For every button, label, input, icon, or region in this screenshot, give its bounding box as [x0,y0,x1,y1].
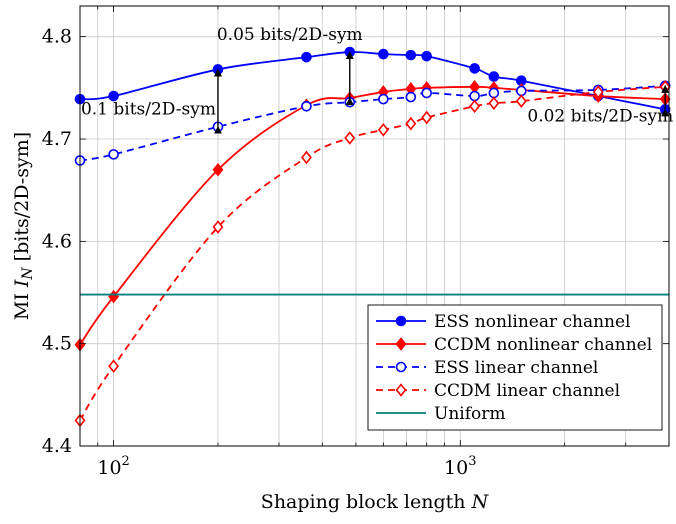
data-point [344,96,356,108]
data-point [469,80,481,94]
annotation-label: 0.02 bits/2D-sym [527,106,673,126]
data-point [469,99,481,114]
y-tick-label: 4.7 [42,128,72,150]
data-point [212,220,224,234]
data-point [344,131,356,145]
legend-entry: ESS nonlinear channel [376,312,631,332]
legend-label: ESS nonlinear channel [434,312,631,332]
annotation-label: 0.05 bits/2D-sym [217,25,363,45]
x-tick-label: 103 [444,454,476,479]
data-point [405,116,417,131]
x-axis-label: Shaping block length N [261,491,490,513]
data-point [488,71,500,82]
y-axis-label: MI IN [bits/2D-sym] [11,132,36,320]
data-point [395,337,407,351]
annotation-layer: 0.05 bits/2D-sym 0.1 bits/2D-sym 0.02 bits… [81,25,673,134]
data-point [488,96,500,110]
legend-entry: ESS linear channel [376,358,598,378]
data-point [405,49,417,61]
data-point [378,48,389,60]
legend-entry: CCDM linear channel [376,381,620,401]
data-point [488,87,500,99]
data-point [469,63,480,74]
legend-entry: Uniform [376,404,506,424]
x-tick-label: 102 [97,454,129,479]
legend: ESS nonlinear channel CCDM nonlinear chan… [367,304,663,431]
legend-label: Uniform [434,404,506,424]
y-tick-label: 4.8 [42,26,72,48]
data-point [377,123,389,137]
data-point [301,100,312,112]
legend-entry: CCDM nonlinear channel [376,335,652,355]
y-tick-label: 4.5 [42,333,72,355]
data-point [395,361,407,373]
data-point [395,383,407,397]
legend-label: CCDM linear channel [434,381,620,401]
annotation-label: 0.1 bits/2D-sym [81,99,216,119]
data-point [301,51,312,63]
data-point [592,85,604,99]
data-point [108,90,119,102]
data-point [469,90,480,102]
data-point [516,85,527,97]
data-point [515,94,527,108]
data-point [301,150,312,165]
data-point [395,315,407,327]
plot-frame [79,5,670,447]
data-point [108,359,120,373]
legend-label: ESS linear channel [434,358,598,378]
series-layer [74,46,671,428]
series-ess-nonlinear-channel [74,46,671,115]
data-point [421,50,432,62]
y-tick-label: 4.4 [42,435,72,457]
data-point [405,91,417,103]
data-point [212,162,224,177]
legend-label: CCDM nonlinear channel [434,335,652,355]
y-tick-label: 4.6 [42,230,72,252]
data-point [421,110,433,125]
data-point [421,87,432,99]
data-point [108,149,119,160]
tick-layer: 4.4 4.5 4.6 4.7 4.8 102 103 [42,6,670,479]
data-point [378,93,389,105]
